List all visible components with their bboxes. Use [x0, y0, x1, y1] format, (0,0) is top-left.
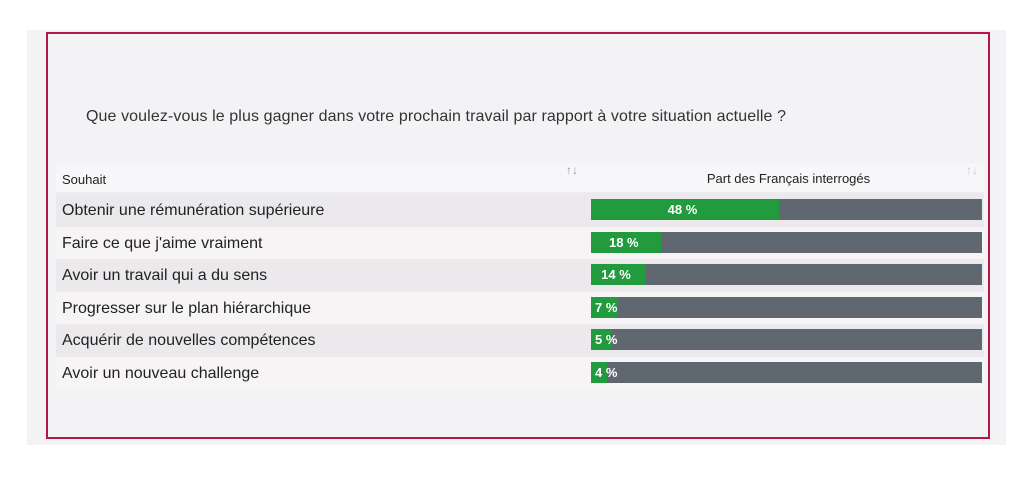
row-label: Avoir un travail qui a du sens	[62, 267, 268, 284]
bar-track: 7 %	[591, 296, 982, 318]
bar-value-label: 4 %	[595, 364, 618, 380]
table-row: Avoir un nouveau challenge 4 %	[56, 356, 984, 389]
chart-title: Que voulez-vous le plus gagner dans votr…	[86, 108, 787, 125]
bar-value-label: 5 %	[595, 332, 618, 347]
table-row: Faire ce que j'aime vraiment 18 %	[56, 226, 984, 259]
table-body: Obtenir une rémunération supérieure 48 %…	[56, 194, 984, 389]
bar-fill	[591, 296, 619, 318]
row-label: Progresser sur le plan hiérarchique	[62, 299, 312, 317]
bar-fill	[591, 361, 607, 383]
bar-value-label: 7 %	[595, 299, 618, 315]
data-table: Souhait ↑↓ Part des Français interrogés …	[56, 163, 984, 389]
table-row: Avoir un travail qui a du sens 14 %	[56, 259, 984, 292]
bar-fill	[591, 329, 611, 350]
row-label: Faire ce que j'aime vraiment	[62, 234, 263, 252]
table-row: Progresser sur le plan hiérarchique 7 %	[56, 291, 984, 324]
bar-fill	[591, 199, 779, 220]
bar-value-label: 18 %	[608, 234, 639, 250]
bar-track: 14 %	[591, 264, 982, 285]
row-label: Avoir un nouveau challenge	[62, 364, 260, 382]
bar-track: 4 %	[591, 361, 982, 383]
table-row: Obtenir une rémunération supérieure 48 %	[56, 194, 984, 227]
chart-frame: Que voulez-vous le plus gagner dans votr…	[46, 32, 990, 439]
bar-value-label: 48 %	[667, 202, 698, 217]
bar-value-label: 14 %	[601, 267, 631, 282]
table-row: Acquérir de nouvelles compétences 5 %	[56, 324, 984, 357]
table-header: Souhait ↑↓ Part des Français interrogés …	[56, 163, 984, 194]
bar-track: 18 %	[591, 231, 982, 253]
bar-track: 5 %	[591, 329, 982, 350]
sort-icon[interactable]: ↑↓	[966, 163, 978, 177]
sort-icon[interactable]: ↑↓	[566, 163, 578, 177]
bar-track: 48 %	[591, 199, 982, 220]
column-header-souhait[interactable]: Souhait	[62, 172, 107, 187]
row-label: Acquérir de nouvelles compétences	[62, 332, 316, 349]
row-label: Obtenir une rémunération supérieure	[62, 202, 325, 219]
bar-fill	[591, 231, 662, 253]
column-header-part[interactable]: Part des Français interrogés	[706, 171, 871, 186]
bar-fill	[591, 264, 646, 285]
